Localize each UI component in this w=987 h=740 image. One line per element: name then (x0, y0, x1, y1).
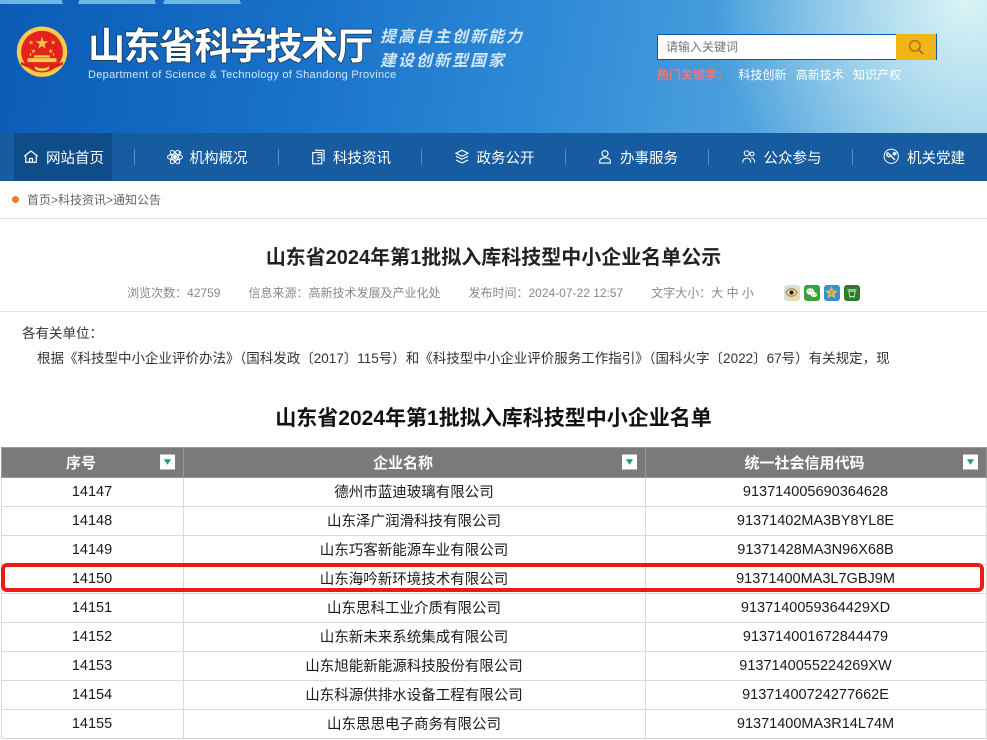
svg-text:Z: Z (830, 291, 833, 297)
